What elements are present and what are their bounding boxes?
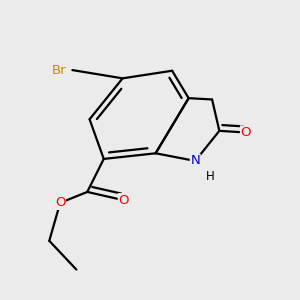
Text: H: H (206, 170, 214, 183)
Text: N: N (190, 154, 200, 167)
Text: O: O (241, 126, 251, 139)
Text: Br: Br (52, 64, 67, 76)
Text: O: O (55, 196, 65, 209)
Text: O: O (118, 194, 129, 207)
